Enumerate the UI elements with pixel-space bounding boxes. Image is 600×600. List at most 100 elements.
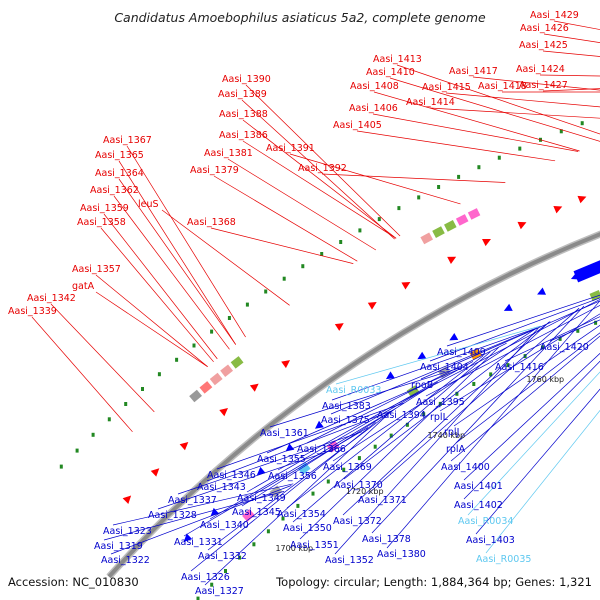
gene-label-forward: Aasi_1339 (8, 306, 57, 317)
gene-label-forward: Aasi_1429 (530, 10, 579, 21)
outer-tick (339, 240, 343, 244)
gene-label-reverse: Aasi_1401 (454, 481, 503, 492)
outer-tick (477, 165, 481, 170)
leader-line (439, 313, 600, 412)
gene-label-forward: Aasi_1388 (219, 109, 268, 120)
forward-gene (367, 301, 377, 310)
leader-line (31, 316, 133, 433)
gene-label-reverse: Aasi_1380 (377, 549, 426, 560)
gene-label-forward: Aasi_1368 (187, 217, 236, 228)
reverse-gene (210, 507, 220, 517)
outer-tick (397, 206, 401, 211)
leader-line (453, 324, 600, 427)
gene-label-forward: Aasi_1357 (72, 264, 121, 275)
leader-line (286, 355, 484, 509)
leader-line (289, 153, 461, 205)
gene-label-reverse: Aasi_1369 (323, 462, 372, 473)
gene-label-reverse: Aasi_1416 (495, 362, 544, 373)
outer-tick (437, 185, 441, 189)
outer-tick (124, 402, 128, 406)
forward-gene (401, 281, 411, 290)
gene-label-forward: Aasi_1390 (222, 74, 271, 85)
genome-title: Candidatus Amoebophilus asiaticus 5a2, c… (114, 10, 486, 25)
misc-feature (199, 381, 213, 394)
leader-line (543, 33, 600, 44)
gene-label-reverse: Aasi_1352 (325, 555, 374, 566)
gene-label-reverse: Aasi_1331 (174, 537, 223, 548)
misc-feature (444, 220, 457, 232)
gene-label-reverse: Aasi_1409 (437, 347, 486, 358)
leader-line (266, 368, 461, 454)
gene-label-forward: Aasi_1358 (77, 217, 126, 228)
inner-tick (472, 382, 476, 386)
leader-line (373, 91, 580, 152)
gene-label-reverse: Aasi_1323 (103, 526, 152, 537)
inner-tick (576, 328, 580, 333)
rna-label: Aasi_R0034 (458, 516, 513, 527)
inner-tick (281, 516, 285, 521)
leader-line (504, 316, 600, 362)
misc-feature (432, 226, 445, 238)
misc-feature (220, 364, 234, 377)
leader-line (389, 77, 600, 142)
outer-tick (497, 155, 501, 160)
forward-gene (517, 221, 527, 230)
leader-line (204, 411, 392, 586)
forward-gene (122, 495, 132, 504)
rna-label: Aasi_R0035 (476, 554, 531, 565)
leader-line (332, 327, 538, 462)
reverse-gene (537, 287, 547, 295)
rna-label: Aasi_R0033 (326, 385, 381, 396)
leader-line (112, 483, 294, 526)
leader-line (113, 195, 230, 350)
leader-line (463, 352, 600, 481)
reverse-gene (503, 303, 513, 311)
leader-line (371, 305, 585, 534)
gene-label-reverse: rpoB (411, 380, 433, 391)
outer-tick (141, 387, 144, 391)
gene-label-reverse: Aasi_1404 (420, 362, 469, 373)
leader-line (50, 303, 155, 413)
leader-line (209, 407, 397, 520)
leader-line (95, 291, 208, 367)
gene-label-reverse: Aasi_1326 (181, 572, 230, 583)
leader-line (539, 74, 600, 77)
forward-gene (482, 238, 491, 247)
leader-line (95, 274, 208, 367)
misc-feature (230, 356, 244, 369)
leader-line (475, 388, 600, 535)
kbp-label: 1760 kbp (526, 375, 564, 384)
gene-label-forward: Aasi_1367 (103, 135, 152, 146)
misc-feature (297, 462, 311, 475)
leader-line (334, 326, 540, 555)
gene-label-forward: Aasi_1425 (519, 40, 568, 51)
inner-tick (238, 555, 242, 560)
gene-label-reverse: Aasi_1372 (333, 516, 382, 527)
leader-line (425, 304, 600, 397)
gene-label-forward: Aasi_1364 (95, 168, 144, 179)
leader-line (420, 300, 600, 380)
gene-label-reverse: Aasi_1371 (358, 495, 407, 506)
gene-label-reverse: Aasi_1403 (466, 535, 515, 546)
inner-tick (541, 345, 544, 350)
gene-label-forward: Aasi_1408 (350, 81, 399, 92)
gene-label-reverse: Aasi_1383 (322, 401, 371, 412)
outer-tick (264, 289, 268, 294)
gene-label-reverse: Aasi_1395 (416, 397, 465, 408)
gene-label-forward: Aasi_1365 (95, 150, 144, 161)
outer-tick (282, 276, 286, 281)
outer-tick (358, 228, 362, 233)
outer-tick (75, 448, 79, 453)
kbp-label: 1720 kbp (346, 487, 384, 496)
gene-label-forward: Aasi_1417 (449, 66, 498, 77)
outer-tick (175, 357, 179, 362)
misc-feature (469, 348, 483, 361)
inner-tick (196, 596, 200, 600)
forward-gene (179, 441, 189, 451)
leader-line (100, 227, 214, 363)
gene-label-reverse: Aasi_1400 (441, 462, 490, 473)
outer-tick (417, 195, 421, 200)
leader-line (269, 366, 464, 428)
leader-line (242, 119, 397, 239)
